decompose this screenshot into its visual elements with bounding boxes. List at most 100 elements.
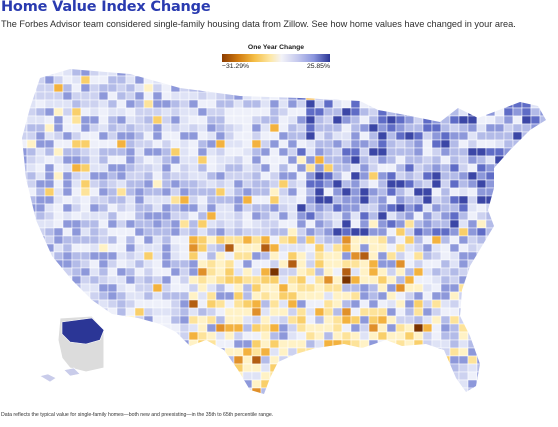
county-cell[interactable] [53, 251, 64, 261]
county-cell[interactable] [107, 75, 118, 85]
county-cell[interactable] [18, 155, 28, 165]
county-cell[interactable] [458, 171, 469, 181]
county-cell[interactable] [368, 355, 379, 365]
county-cell[interactable] [143, 347, 154, 357]
county-cell[interactable] [386, 68, 397, 77]
county-cell[interactable] [467, 235, 478, 245]
county-cell[interactable] [476, 379, 487, 389]
county-cell[interactable] [107, 355, 118, 365]
county-cell[interactable] [539, 299, 549, 309]
county-cell[interactable] [44, 331, 55, 341]
county-cell[interactable] [386, 195, 397, 205]
county-cell[interactable] [170, 291, 181, 301]
county-cell[interactable] [0, 252, 9, 260]
county-cell[interactable] [18, 379, 28, 389]
county-cell[interactable] [98, 163, 109, 173]
county-cell[interactable] [332, 107, 343, 117]
county-cell[interactable] [134, 155, 145, 165]
county-cell[interactable] [125, 371, 136, 381]
county-cell[interactable] [269, 187, 280, 197]
county-cell[interactable] [179, 179, 190, 189]
county-cell[interactable] [323, 251, 334, 261]
county-cell[interactable] [521, 115, 532, 125]
county-cell[interactable] [422, 211, 433, 221]
county-cell[interactable] [206, 139, 217, 149]
county-cell[interactable] [0, 108, 9, 116]
county-cell[interactable] [260, 107, 271, 117]
county-cell[interactable] [188, 123, 199, 133]
county-cell[interactable] [36, 396, 45, 403]
county-cell[interactable] [98, 187, 109, 197]
county-cell[interactable] [503, 275, 514, 285]
county-cell[interactable] [215, 251, 226, 261]
county-cell[interactable] [242, 235, 253, 245]
county-cell[interactable] [485, 283, 496, 293]
county-cell[interactable] [278, 203, 289, 213]
county-cell[interactable] [26, 163, 37, 173]
county-cell[interactable] [512, 91, 523, 101]
county-cell[interactable] [332, 155, 343, 165]
county-cell[interactable] [359, 251, 370, 261]
county-cell[interactable] [107, 235, 118, 245]
county-cell[interactable] [251, 259, 262, 269]
county-cell[interactable] [143, 299, 154, 309]
county-cell[interactable] [161, 347, 172, 357]
county-cell[interactable] [206, 363, 217, 373]
county-cell[interactable] [161, 275, 172, 285]
county-cell[interactable] [243, 396, 252, 403]
county-cell[interactable] [503, 259, 514, 269]
county-cell[interactable] [215, 323, 226, 333]
county-cell[interactable] [458, 379, 469, 389]
county-cell[interactable] [260, 219, 271, 229]
county-cell[interactable] [521, 68, 532, 77]
county-cell[interactable] [107, 83, 118, 93]
county-cell[interactable] [0, 244, 9, 252]
county-cell[interactable] [521, 203, 532, 213]
county-cell[interactable] [98, 147, 109, 157]
county-cell[interactable] [341, 387, 352, 396]
county-cell[interactable] [440, 251, 451, 261]
county-cell[interactable] [179, 115, 190, 125]
county-cell[interactable] [62, 275, 73, 285]
county-cell[interactable] [206, 307, 217, 317]
county-cell[interactable] [350, 243, 361, 253]
county-cell[interactable] [18, 323, 28, 333]
county-cell[interactable] [98, 283, 109, 293]
county-cell[interactable] [368, 163, 379, 173]
county-cell[interactable] [233, 371, 244, 381]
county-cell[interactable] [539, 187, 549, 197]
county-cell[interactable] [53, 163, 64, 173]
county-cell[interactable] [188, 283, 199, 293]
county-cell[interactable] [35, 163, 46, 173]
county-cell[interactable] [278, 291, 289, 301]
county-cell[interactable] [440, 315, 451, 325]
county-cell[interactable] [296, 307, 307, 317]
county-cell[interactable] [170, 251, 181, 261]
county-cell[interactable] [512, 171, 523, 181]
county-cell[interactable] [494, 235, 505, 245]
county-cell[interactable] [485, 315, 496, 325]
county-cell[interactable] [404, 259, 415, 269]
county-cell[interactable] [368, 299, 379, 309]
county-cell[interactable] [197, 131, 208, 141]
county-cell[interactable] [134, 187, 145, 197]
county-cell[interactable] [413, 163, 424, 173]
county-cell[interactable] [44, 339, 55, 349]
county-cell[interactable] [53, 139, 64, 149]
county-cell[interactable] [0, 236, 9, 244]
county-cell[interactable] [485, 275, 496, 285]
county-cell[interactable] [431, 259, 442, 269]
county-cell[interactable] [197, 379, 208, 389]
county-cell[interactable] [260, 291, 271, 301]
county-cell[interactable] [305, 211, 316, 221]
county-cell[interactable] [323, 363, 334, 373]
county-cell[interactable] [431, 99, 442, 109]
county-cell[interactable] [134, 227, 145, 237]
county-cell[interactable] [332, 307, 343, 317]
county-cell[interactable] [512, 347, 523, 357]
county-cell[interactable] [9, 212, 18, 220]
county-cell[interactable] [251, 107, 262, 117]
county-cell[interactable] [233, 227, 244, 237]
county-cell[interactable] [549, 212, 558, 220]
county-cell[interactable] [305, 99, 316, 109]
